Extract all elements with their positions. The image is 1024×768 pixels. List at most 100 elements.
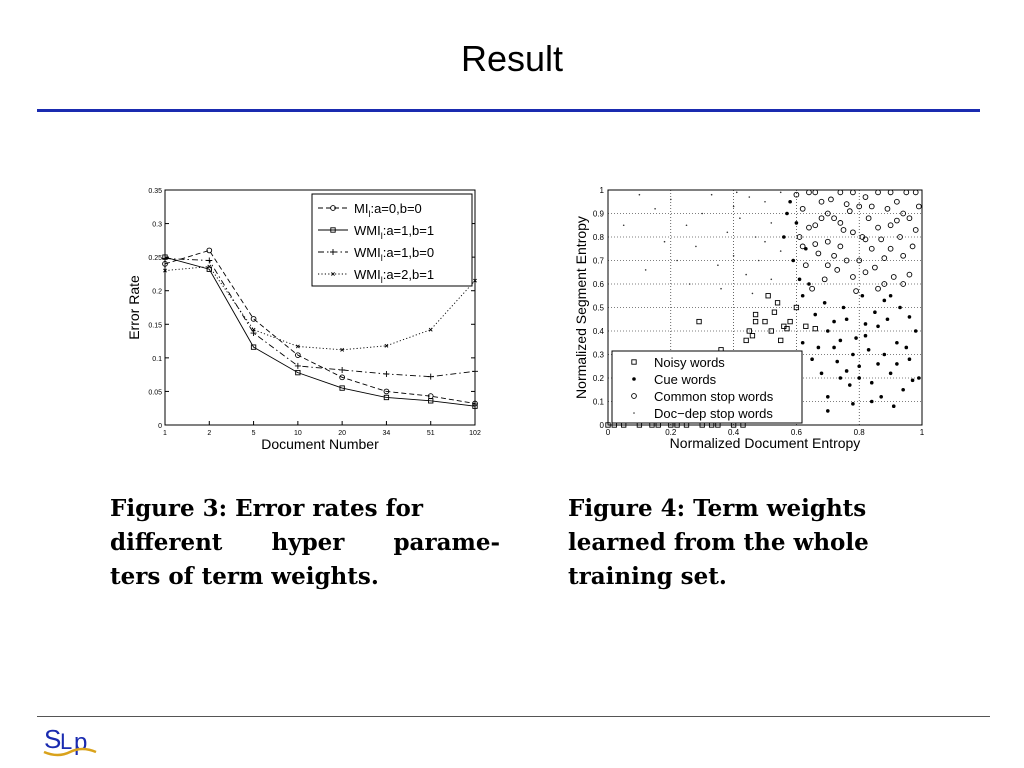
x-tick-label: 2 — [207, 430, 211, 437]
data-point — [809, 285, 815, 292]
data-point — [853, 288, 859, 294]
caption-line: ters of term weights. — [110, 563, 379, 590]
data-point — [890, 274, 897, 280]
figure-3-caption: Figure 3: Error rates for different hype… — [110, 492, 500, 594]
data-point — [779, 250, 782, 252]
data-point — [250, 344, 257, 350]
data-point — [746, 328, 752, 334]
data-point — [644, 269, 647, 271]
legend-label: WMIl:a=2,b=1 — [354, 267, 434, 285]
data-point — [840, 227, 847, 233]
data-point — [824, 210, 831, 217]
data-point — [799, 243, 806, 250]
data-point — [676, 259, 678, 262]
data-point — [838, 376, 843, 380]
data-point — [762, 318, 768, 325]
data-point — [793, 191, 800, 198]
data-point — [295, 369, 301, 376]
data-point — [807, 282, 811, 286]
data-point — [800, 340, 805, 345]
data-point — [787, 318, 793, 325]
data-point — [250, 316, 257, 322]
x-tick-label: 5 — [252, 430, 256, 437]
data-point — [913, 329, 918, 333]
data-point — [912, 227, 919, 233]
data-point — [295, 352, 301, 359]
legend-label: MIl:a=0,b=0 — [354, 201, 422, 219]
legend: MIl:a=0,b=0 WMIl:a=1,b=1 WMIl:a=1,b=0 WMIl:… — [311, 193, 473, 287]
data-point — [894, 217, 900, 224]
data-point — [910, 378, 915, 383]
legend-marker — [631, 393, 637, 399]
data-point — [794, 221, 799, 225]
data-point — [854, 336, 858, 340]
legend-box — [611, 350, 803, 424]
data-point — [812, 325, 818, 332]
data-point — [878, 236, 885, 243]
data-point — [622, 224, 625, 227]
data-point — [917, 376, 921, 380]
y-tick-label: 0.5 — [593, 304, 605, 313]
figure-3-error-rate-chart: 0 0.05 0.1 0.15 0.2 0.25 0.3 0.35 1 2 5 10 20 34 51 102… — [110, 180, 490, 455]
data-point — [785, 211, 789, 216]
data-point — [799, 205, 806, 212]
data-point — [831, 215, 837, 222]
data-point — [748, 196, 751, 198]
data-point — [869, 380, 874, 385]
data-point — [881, 281, 888, 287]
data-point — [826, 409, 830, 413]
data-point — [383, 388, 390, 395]
data-point — [812, 189, 819, 196]
data-point — [428, 327, 433, 332]
data-point — [752, 311, 759, 318]
figure-4-caption: Figure 4: Term weights learned from the … — [568, 492, 938, 594]
data-point — [806, 189, 812, 196]
y-tick-label: 0.15 — [148, 322, 162, 329]
series-line — [164, 258, 476, 378]
data-point — [891, 404, 896, 408]
x-tick-label: 34 — [383, 430, 391, 437]
data-point — [826, 395, 830, 399]
data-point — [846, 208, 853, 215]
data-point — [771, 309, 778, 315]
data-point — [824, 262, 831, 269]
data-point — [340, 347, 345, 352]
legend-label: Doc−dep stop words — [654, 406, 773, 421]
data-point — [813, 312, 818, 317]
data-point — [901, 387, 905, 392]
caption-line: training set. — [568, 563, 727, 590]
data-point — [850, 229, 856, 236]
data-point — [735, 191, 738, 194]
data-point — [887, 245, 894, 252]
data-point — [803, 323, 809, 329]
svg-text:L: L — [60, 729, 72, 754]
svg-text:p: p — [74, 729, 87, 756]
x-tick-label: 20 — [338, 430, 346, 437]
y-tick-label: 0.3 — [152, 222, 162, 229]
data-point — [857, 376, 861, 380]
data-point — [732, 205, 735, 208]
data-point — [875, 285, 881, 292]
data-point — [850, 189, 856, 196]
data-point — [835, 359, 840, 364]
data-point — [916, 203, 922, 210]
data-point — [207, 264, 212, 269]
data-point — [862, 194, 869, 200]
data-point — [384, 343, 389, 348]
data-point — [720, 287, 722, 290]
legend-marker — [330, 249, 336, 255]
data-point — [868, 245, 875, 252]
series-circle — [793, 189, 922, 294]
slp-logo: S L p — [42, 722, 98, 762]
data-point — [749, 333, 756, 339]
series-tiny — [622, 191, 782, 295]
data-point — [383, 370, 390, 377]
y-axis-label: Normalized Segment Entropy — [573, 216, 589, 399]
data-point — [654, 208, 656, 210]
legend-label: Cue words — [654, 372, 717, 387]
series-line — [164, 256, 476, 407]
data-point — [473, 278, 477, 283]
data-point — [754, 236, 757, 238]
data-point — [701, 212, 703, 215]
data-point — [826, 329, 830, 333]
